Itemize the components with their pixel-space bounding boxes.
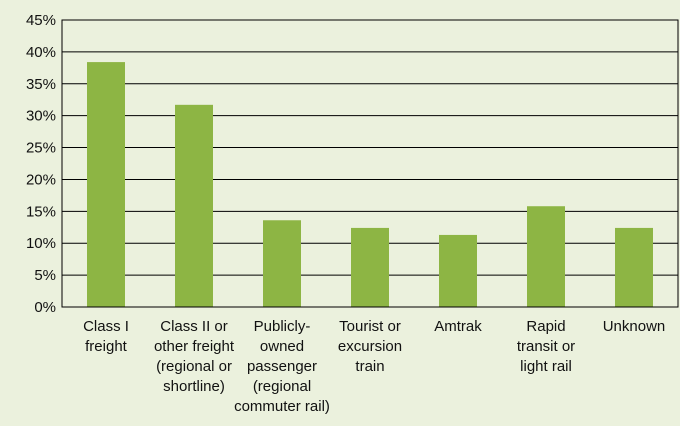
y-tick-label: 15% [26, 203, 56, 220]
bar [175, 104, 213, 307]
bar [351, 227, 389, 307]
x-tick-label: Unknown [603, 318, 666, 335]
x-tick-label: Class II or other freight (regional or shor… [154, 318, 235, 395]
bar [87, 62, 125, 307]
bar [439, 234, 477, 307]
y-tick-label: 10% [26, 235, 56, 252]
x-tick-label: Amtrak [434, 318, 482, 335]
y-tick-label: 25% [26, 140, 56, 157]
y-tick-label: 35% [26, 76, 56, 93]
bar [263, 220, 301, 307]
x-tick-label: Publicly-owned passenger (regional commuter… [234, 318, 330, 415]
x-tick-label: Rapid transit or light rail [517, 318, 575, 375]
x-tick-label: Tourist or excursion train [338, 318, 402, 375]
y-tick-label: 45% [26, 12, 56, 29]
y-tick-label: 0% [34, 299, 56, 316]
y-tick-label: 20% [26, 171, 56, 188]
bar [527, 206, 565, 307]
y-tick-label: 30% [26, 108, 56, 125]
plot-frame [61, 19, 679, 308]
bar [615, 227, 653, 307]
y-tick-label: 5% [34, 267, 56, 284]
y-tick-label: 40% [26, 44, 56, 61]
